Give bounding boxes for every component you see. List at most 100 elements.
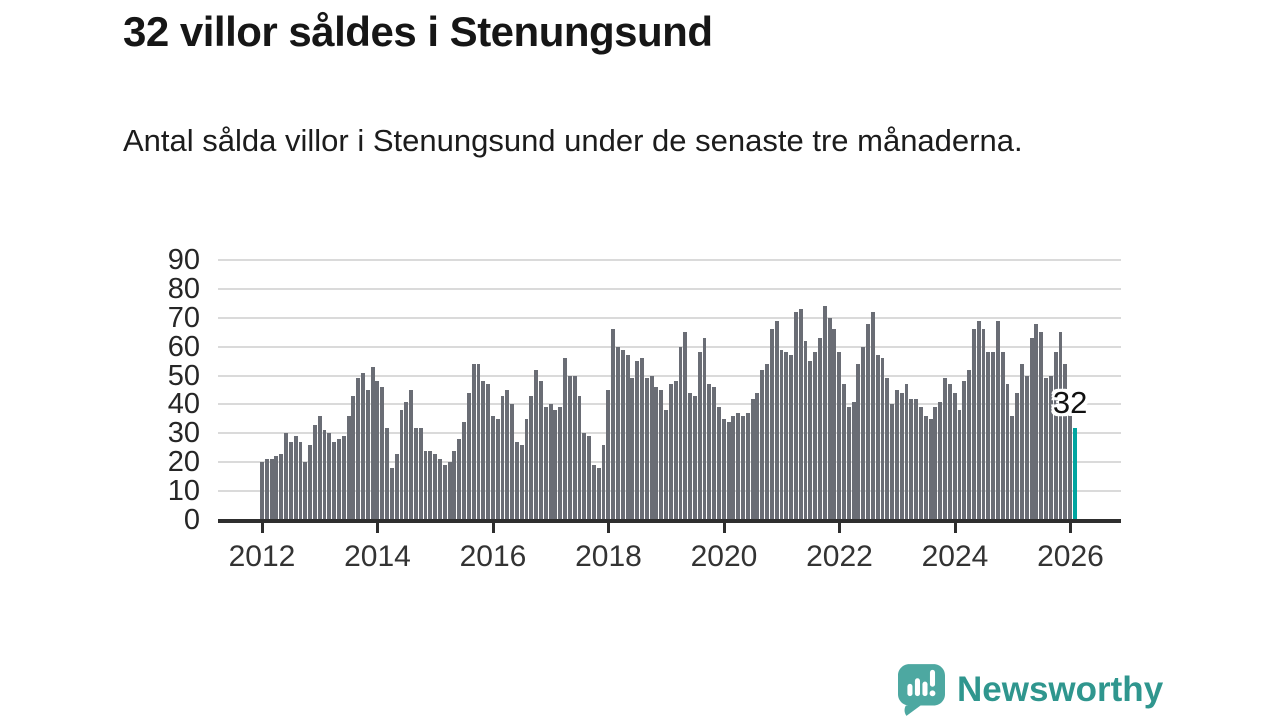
bar (875, 355, 880, 520)
bar (683, 332, 688, 520)
bar (543, 407, 548, 520)
bar (717, 407, 721, 520)
x-axis-tick-label: 2018 (575, 540, 642, 573)
bar (433, 453, 438, 520)
bar (673, 381, 678, 520)
bar (514, 442, 519, 520)
bar (779, 349, 784, 520)
bar (769, 329, 774, 520)
bar (894, 390, 899, 520)
bar (505, 390, 510, 520)
bar (914, 398, 919, 520)
bar (558, 407, 563, 520)
bar (269, 459, 274, 520)
bar (986, 352, 991, 520)
bar (707, 384, 712, 520)
bar (442, 465, 447, 520)
bar (1053, 352, 1058, 520)
brand-footer: Newsworthy (898, 664, 1163, 717)
bar (539, 381, 543, 520)
bar (880, 358, 885, 520)
bar (495, 418, 500, 520)
bar (462, 421, 466, 520)
bar (909, 398, 914, 520)
bar (755, 392, 760, 520)
bar (1048, 375, 1053, 520)
bar (279, 453, 284, 520)
bar (668, 384, 673, 520)
bar (923, 416, 928, 520)
gridline (218, 259, 1121, 261)
bar (615, 346, 620, 520)
bar (370, 366, 375, 520)
x-axis-tick (260, 523, 264, 533)
bar (264, 459, 269, 520)
bar (620, 349, 625, 520)
bar (981, 329, 986, 520)
bar (1068, 410, 1073, 520)
bar (827, 317, 832, 520)
x-axis-line (218, 519, 1121, 523)
bar (587, 436, 592, 520)
bar (765, 364, 769, 520)
brand-name: Newsworthy (957, 670, 1164, 709)
x-axis-tick (1069, 523, 1072, 533)
bar (284, 433, 288, 520)
bar (601, 444, 606, 520)
bar (337, 439, 341, 520)
bar (322, 430, 327, 520)
x-axis-tick-label: 2026 (1037, 540, 1104, 573)
bar (904, 384, 909, 520)
y-axis-tick-label: 30 (167, 417, 200, 450)
bar (380, 387, 385, 520)
bar (591, 465, 596, 520)
bar (486, 384, 490, 520)
y-axis-tick-label: 80 (167, 272, 200, 305)
bar (885, 378, 890, 520)
bar (365, 390, 370, 520)
bar (404, 401, 409, 520)
bar (928, 418, 933, 520)
bar (803, 340, 808, 520)
gridline (218, 374, 1121, 377)
bar (774, 320, 779, 520)
bar (476, 364, 481, 520)
bar (995, 320, 1000, 520)
bar (375, 381, 380, 520)
bar (644, 378, 649, 520)
bar (726, 421, 731, 520)
bar (524, 418, 529, 520)
bar (327, 433, 332, 520)
bar (409, 390, 414, 520)
bar (361, 372, 365, 520)
bar (534, 369, 539, 520)
x-axis-tick (607, 523, 610, 533)
bar (1058, 332, 1063, 520)
bar (1034, 323, 1039, 520)
bar (630, 378, 635, 520)
bar (856, 364, 861, 520)
bar (423, 450, 428, 520)
x-axis-tick (722, 523, 726, 533)
x-axis-tick (376, 523, 379, 533)
bar (943, 378, 947, 520)
bar (452, 450, 457, 520)
bar (490, 416, 495, 520)
highlight-value-label: 32 (1052, 384, 1088, 420)
bar (919, 407, 923, 520)
bar (471, 364, 476, 520)
y-axis-tick-label: 60 (167, 330, 200, 363)
bar (822, 306, 827, 520)
bar (664, 410, 668, 520)
bar (438, 459, 442, 520)
bar (548, 404, 553, 520)
bar (962, 381, 967, 520)
bar (611, 329, 616, 520)
bar (389, 468, 394, 520)
bar (692, 395, 697, 520)
bar (1044, 378, 1048, 520)
chart-subtitle: Antal sålda villor i Stenungsund under d… (123, 123, 1023, 158)
bar (606, 390, 611, 520)
bar (346, 416, 351, 520)
bar (466, 392, 471, 520)
